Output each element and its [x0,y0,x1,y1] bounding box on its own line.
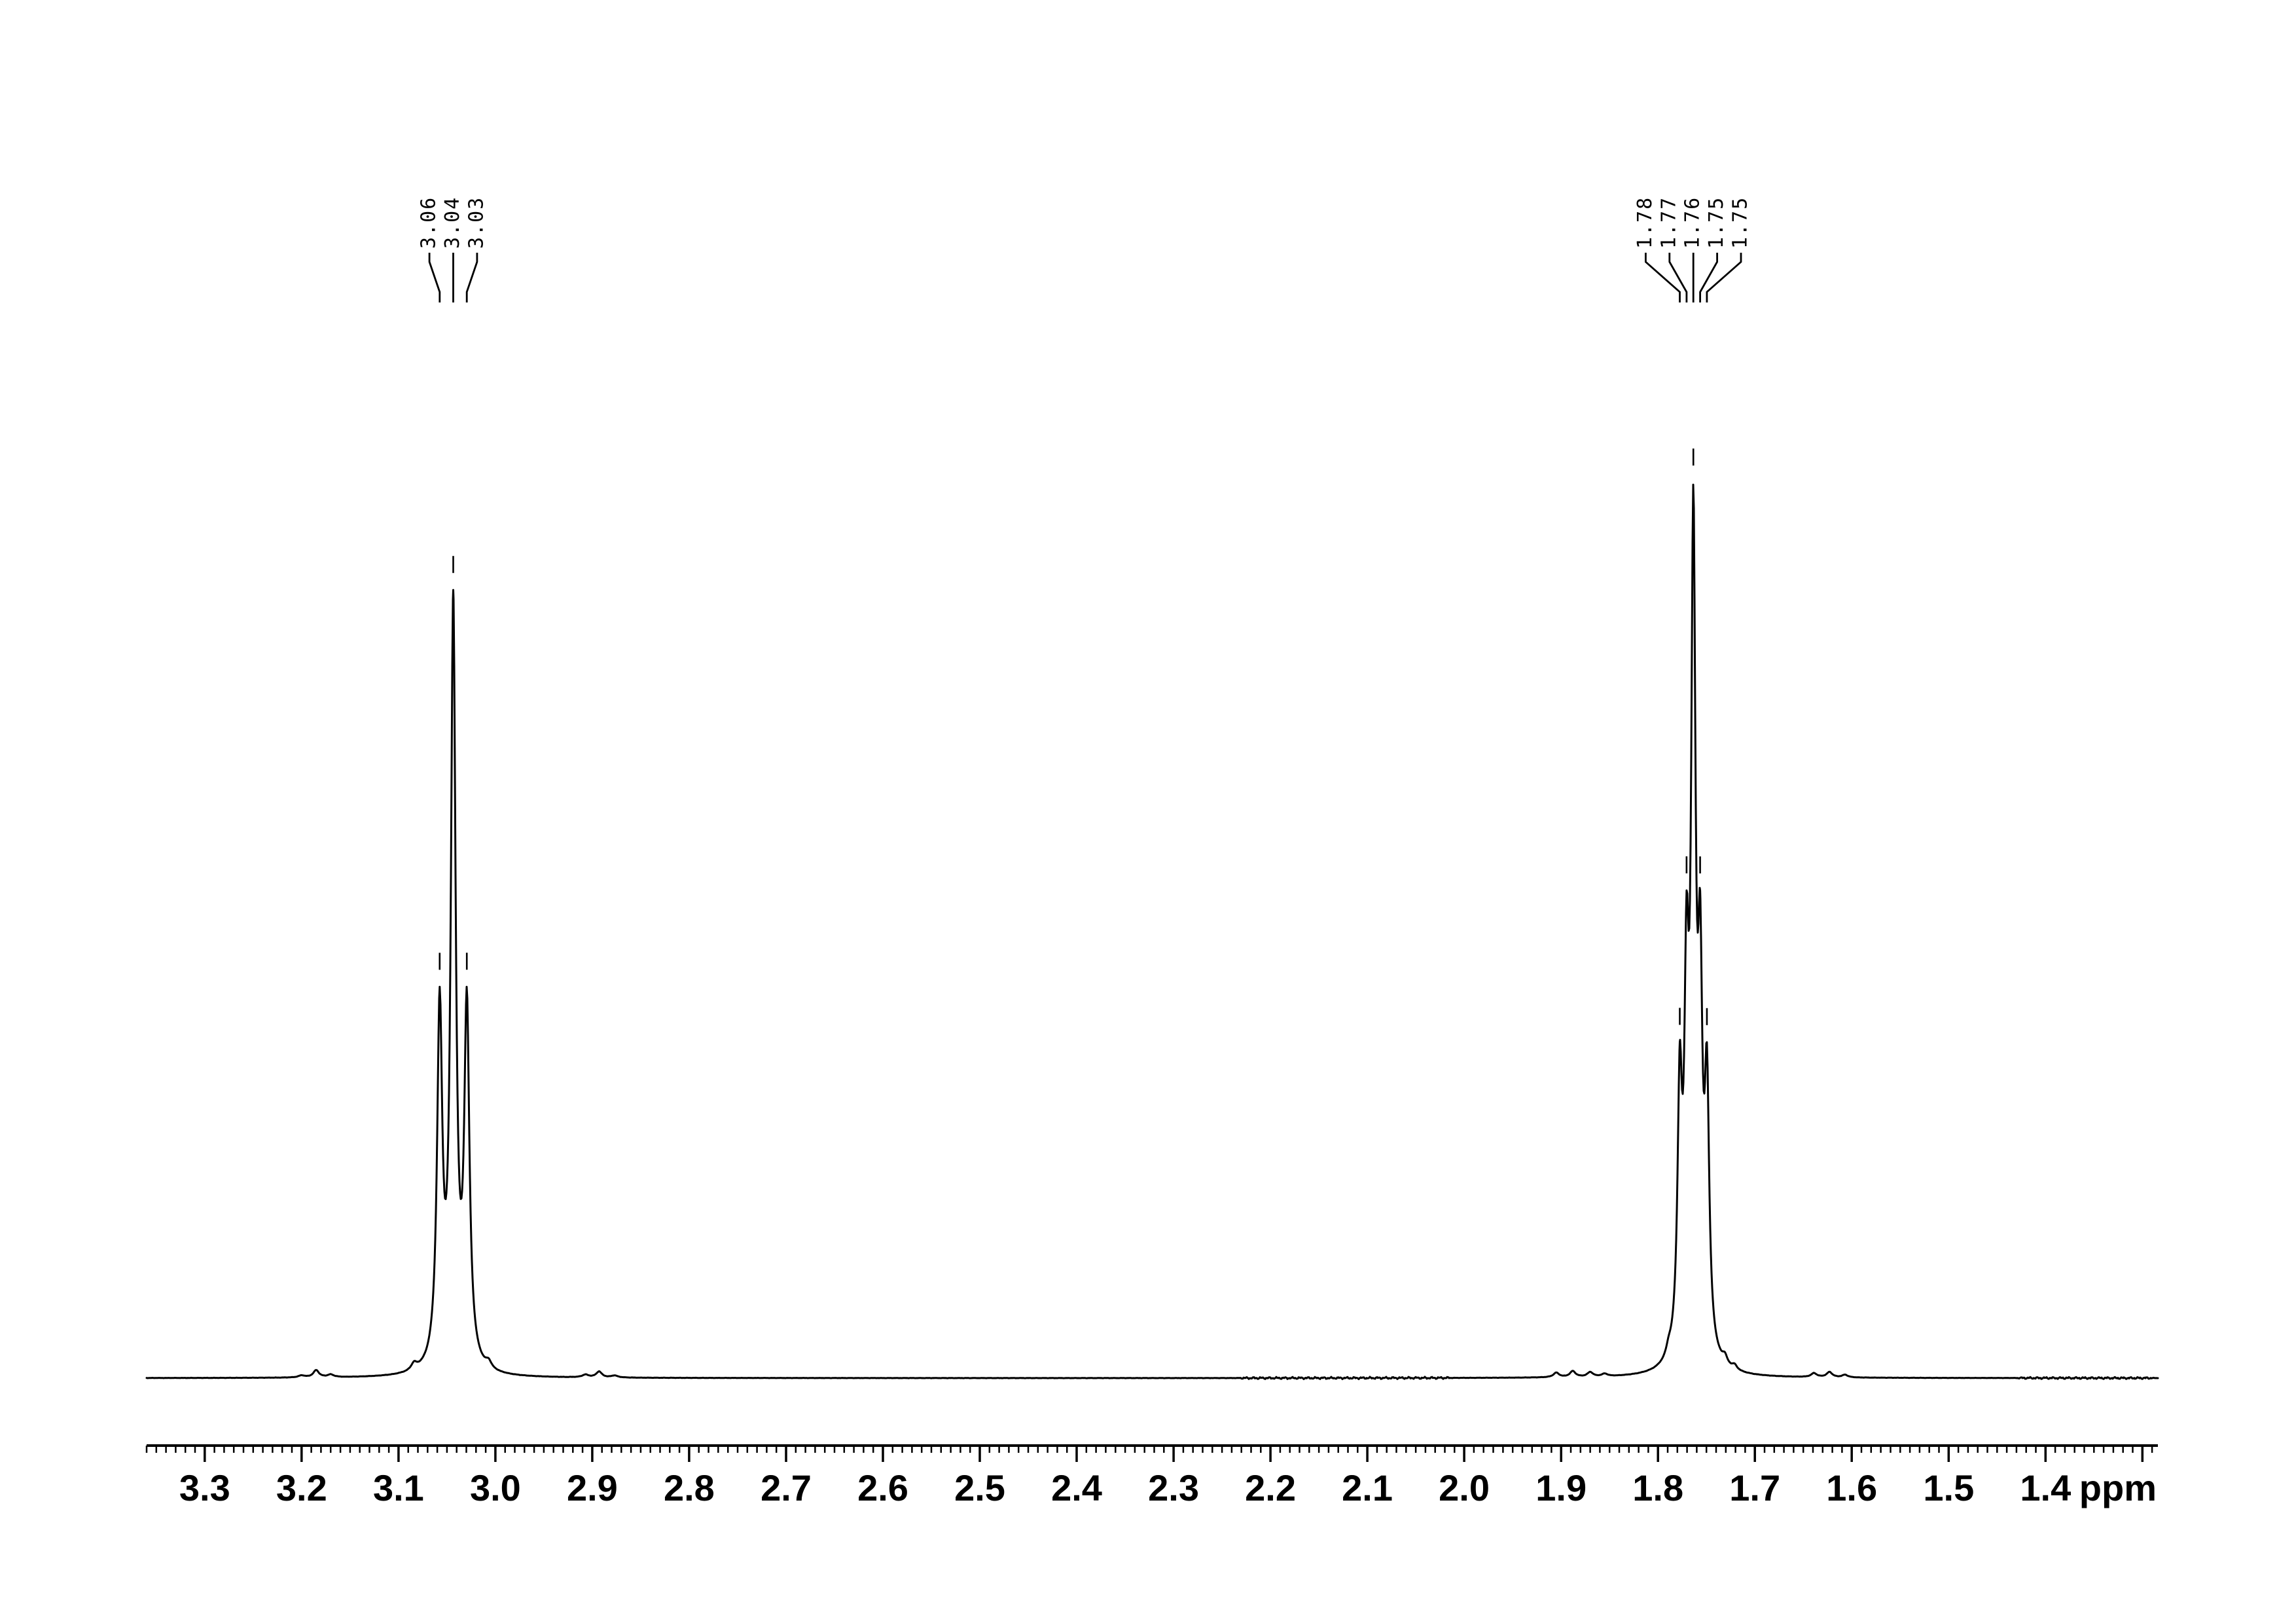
axis-tick-label: 2.9 [567,1467,618,1508]
peak-pick-label: 3.03 [465,196,488,249]
axis-tick-label: 3.3 [179,1467,230,1508]
axis-tick-label: 2.1 [1342,1467,1393,1508]
axis-tick-label: 2.0 [1439,1467,1490,1508]
axis-tick-label: 2.7 [761,1467,812,1508]
peak-label-leader-line [1699,253,1718,302]
peak-label-group-multiplet-3.04: 3.06 3.04 3.03 [418,196,488,302]
axis-tick-label: 1.6 [1826,1467,1877,1508]
axis-tick-label: 1.7 [1729,1467,1780,1508]
axis-tick-label: 1.9 [1535,1467,1587,1508]
peak-label-leader-line [1668,253,1688,302]
axis-unit-label: ppm [2079,1467,2157,1508]
x-axis: 3.3 3.2 3.1 3.0 2.9 2.8 2.7 2.6 2.5 2.4 2.3 2.2 2.1 2… [145,1444,2158,1508]
peak-pick-label: 3.04 [441,196,464,249]
axis-tick-label: 2.5 [954,1467,1005,1508]
spectrum-trace [145,483,2159,1380]
peak-label-leader-line [428,253,441,302]
peak-label-group-multiplet-1.76: 1.78 1.77 1.76 1.75 1.75 [1634,196,1752,302]
axis-tick-label: 3.0 [470,1467,521,1508]
spectrum-trace-path [145,483,2159,1380]
axis-tick-label: 3.2 [276,1467,327,1508]
peak-pick-label: 1.77 [1657,196,1680,249]
axis-tick-label: 2.8 [664,1467,715,1508]
axis-tick-label: 1.4 [2020,1467,2071,1508]
axis-tick-label: 2.6 [857,1467,908,1508]
peak-pick-label: 3.06 [418,196,440,249]
axis-tick-label: 1.8 [1632,1467,1683,1508]
peak-label-leader-line [1706,253,1742,302]
peak-label-leader-line [465,253,478,302]
peak-pick-ticks [439,448,1708,1025]
peak-pick-label: 1.78 [1634,196,1657,249]
peak-pick-label: 1.75 [1705,196,1728,249]
axis-tick-label: 3.1 [373,1467,424,1508]
axis-tick-label: 1.5 [1923,1467,1974,1508]
peak-pick-label: 1.75 [1729,196,1752,249]
peak-pick-label: 1.76 [1681,196,1704,249]
axis-tick-label: 2.3 [1148,1467,1199,1508]
axis-tick-label: 2.2 [1245,1467,1296,1508]
peak-annotations: 3.06 3.04 3.03 1.78 1.77 1.76 1.75 1.75 [418,196,1752,302]
axis-tick-label: 2.4 [1051,1467,1102,1508]
peak-label-leader-line [1645,253,1681,302]
